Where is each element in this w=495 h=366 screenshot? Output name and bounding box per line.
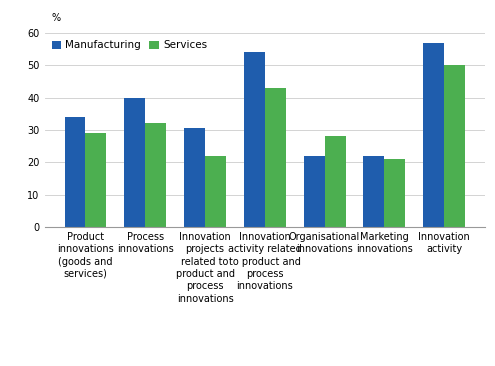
Bar	[86, 133, 106, 227]
Bar	[303, 156, 325, 227]
Bar	[205, 156, 226, 227]
Text: %: %	[51, 13, 60, 23]
Bar	[423, 43, 444, 227]
Bar	[124, 98, 145, 227]
Bar	[325, 137, 346, 227]
Bar	[244, 52, 265, 227]
Bar	[265, 88, 286, 227]
Legend: Manufacturing, Services: Manufacturing, Services	[50, 38, 209, 52]
Bar	[385, 159, 405, 227]
Bar	[145, 123, 166, 227]
Bar	[363, 156, 385, 227]
Bar	[64, 117, 86, 227]
Bar	[444, 65, 465, 227]
Bar	[184, 128, 205, 227]
